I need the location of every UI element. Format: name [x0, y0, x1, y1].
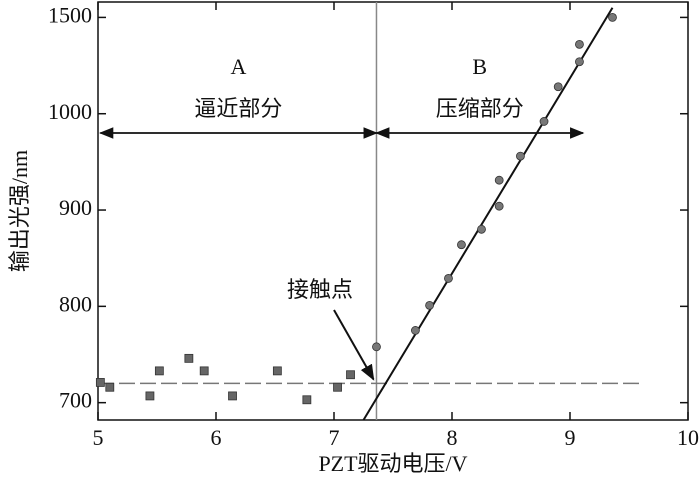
square-point: [228, 391, 237, 401]
circle-point: [516, 151, 525, 161]
square-point: [199, 366, 209, 376]
square-point: [333, 382, 342, 392]
circle-point: [411, 326, 420, 335]
plot-frame: [97, 1, 689, 421]
region-label: 逼近部分: [194, 96, 282, 121]
annotation-arrow: [333, 309, 375, 381]
square-point: [145, 391, 155, 401]
square-point: [302, 395, 312, 405]
circle-point: [553, 82, 563, 92]
circle-point: [425, 300, 434, 310]
circle-point: [494, 175, 504, 185]
circle-point: [608, 13, 617, 22]
y-tick-label: 900: [59, 195, 92, 220]
x-tick-label: 6: [211, 425, 222, 450]
circle-point: [372, 342, 381, 352]
x-tick-label: 5: [93, 425, 104, 450]
circle-point: [575, 39, 584, 49]
region-tag: B: [472, 54, 487, 79]
x-tick-label: 8: [447, 425, 458, 450]
square-point: [184, 353, 194, 363]
annotation-text: 接触点: [287, 277, 353, 302]
y-tick-label: 1500: [48, 2, 92, 27]
square-point: [272, 366, 282, 376]
x-tick-label: 10: [677, 425, 699, 450]
circle-point: [539, 117, 549, 126]
y-tick-label: 800: [59, 291, 92, 316]
x-tick-label: 7: [329, 425, 340, 450]
fit-line: [362, 7, 614, 421]
square-point: [95, 378, 105, 387]
square-point: [346, 370, 355, 380]
square-point: [105, 382, 115, 392]
circle-point: [457, 240, 466, 250]
circle-point: [575, 57, 584, 67]
square-point: [154, 366, 164, 376]
y-tick-label: 1000: [48, 99, 92, 124]
circle-point: [444, 274, 453, 283]
x-axis-label: PZT驱动电压/V: [318, 451, 467, 476]
region-tag: A: [230, 54, 246, 79]
y-axis-label: 输出光强/nm: [7, 150, 32, 272]
circle-point: [477, 224, 486, 234]
x-tick-label: 9: [565, 425, 576, 450]
circle-point: [494, 201, 504, 211]
y-tick-label: 700: [59, 388, 92, 413]
region-label: 压缩部分: [436, 96, 524, 121]
